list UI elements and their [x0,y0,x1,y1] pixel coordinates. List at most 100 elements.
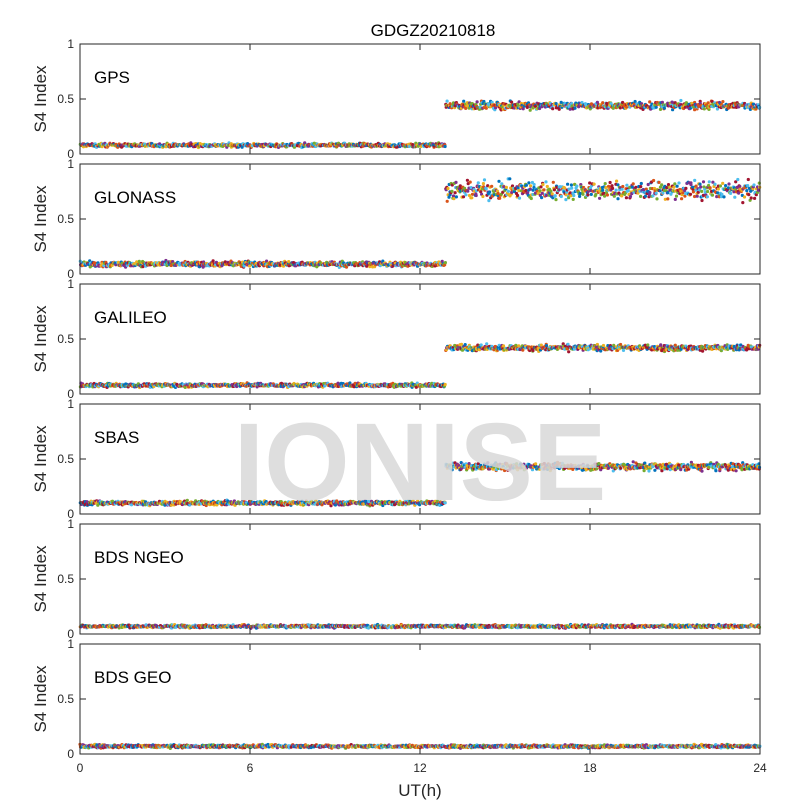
data-point [700,189,704,193]
panel-plot-area [80,44,760,154]
data-point [554,102,558,106]
data-point [625,183,629,187]
data-point [589,192,593,196]
data-point [578,191,582,196]
data-point [601,101,605,105]
data-point [570,102,574,106]
data-point [531,348,535,353]
data-point [568,107,572,111]
data-point [658,189,662,193]
data-point [485,342,489,346]
data-point [612,194,616,198]
data-point [675,184,679,188]
data-point [248,264,252,268]
data-point [551,180,555,184]
data-point [657,180,661,184]
data-point [662,106,667,110]
data-point [672,185,676,189]
data-point [479,343,483,347]
data-point [660,100,665,104]
data-point [573,106,577,110]
data-point [559,194,563,199]
data-point [689,183,693,187]
data-point [713,182,717,186]
data-point [658,107,663,111]
data-point [557,188,561,192]
data-point [706,189,710,194]
data-point [521,107,525,111]
data-point [631,182,635,186]
data-point [538,189,542,193]
data-point [451,101,456,105]
data-point [453,191,457,195]
data-point [498,196,502,200]
data-point [660,183,664,187]
data-point [510,100,514,104]
data-point [699,185,703,189]
data-point [462,99,466,103]
data-point [493,344,497,349]
data-point [716,187,720,191]
data-point [688,192,693,196]
data-point [615,179,619,183]
data-point [639,185,643,189]
data-point [616,197,620,201]
data-point [534,104,538,108]
data-point [416,144,420,148]
data-point [475,100,479,104]
data-point [752,183,756,187]
data-point [445,199,449,203]
data-point [484,187,488,191]
data-point [679,98,683,103]
data-point [749,196,753,200]
data-point [487,199,491,203]
data-point [516,193,520,198]
data-point [481,182,485,186]
data-point [673,197,677,201]
data-point [700,198,704,203]
data-point [720,192,724,196]
data-point [559,100,563,104]
data-point [610,184,614,188]
data-point [746,177,750,182]
data-point [557,107,561,111]
data-point [527,181,531,185]
data-point [490,184,494,188]
data-point [571,197,575,201]
y-axis-title: S4 Index [31,185,50,253]
data-point [721,181,725,185]
data-point [528,187,532,191]
data-point [747,193,751,197]
data-point [618,106,622,110]
data-point [603,182,607,186]
data-point [724,184,728,188]
panel-label: GLONASS [94,188,176,207]
y-tick-label: 1 [67,37,74,51]
data-point [552,188,557,192]
data-point [718,184,723,188]
data-point [654,191,658,195]
data-point [598,196,602,200]
data-point [626,188,630,193]
data-point [482,99,486,104]
data-point [567,350,571,354]
data-point [603,194,607,198]
data-point [476,181,480,185]
data-point [445,99,449,103]
data-point [550,192,554,196]
data-point [710,193,715,197]
data-point [751,102,756,106]
data-point [621,184,625,189]
data-point [705,195,710,199]
data-point [702,107,706,111]
data-point [674,194,679,198]
data-point [701,180,706,184]
data-point [628,194,633,199]
data-point [497,179,501,183]
data-point [468,180,472,184]
data-point [651,194,655,198]
data-point [605,193,610,197]
